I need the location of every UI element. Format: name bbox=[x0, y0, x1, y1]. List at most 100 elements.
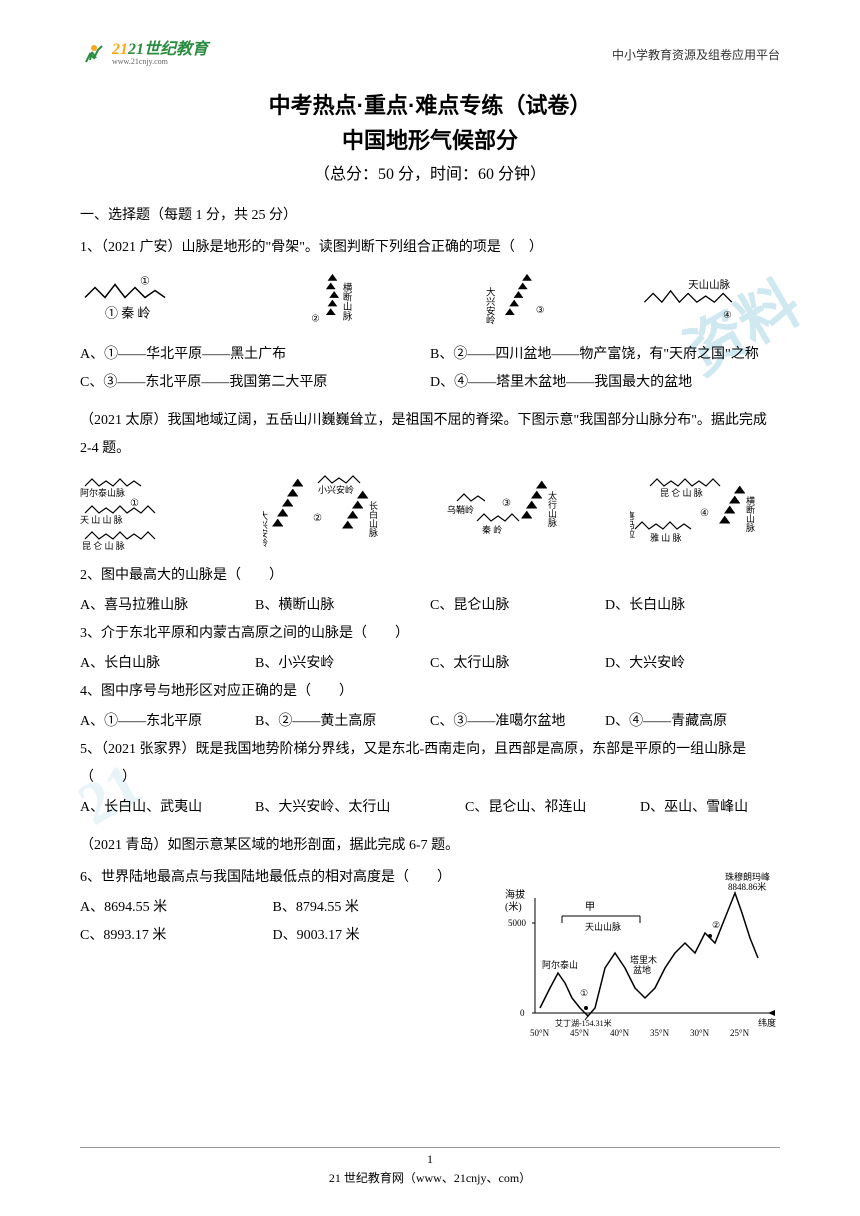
title-block: 中考热点·重点·难点专练（试卷） 中国地形气候部分 （总分：50 分，时间：60… bbox=[80, 88, 780, 188]
q3-opt-d: D、大兴安岭 bbox=[605, 650, 780, 678]
svg-text:①: ① bbox=[580, 988, 588, 998]
svg-text:喜马拉: 喜马拉 bbox=[630, 510, 635, 539]
q2-opt-c: C、昆仑山脉 bbox=[430, 592, 605, 620]
section-1-header: 一、选择题（每题 1 分，共 25 分） bbox=[80, 204, 780, 224]
score-time: （总分：50 分，时间：60 分钟） bbox=[80, 162, 780, 188]
svg-text:横断山脉: 横断山脉 bbox=[340, 282, 352, 320]
ctx2-fig-4: 昆 仑 山 脉 ④ 喜马拉 雅 山 脉 横断山脉 bbox=[630, 471, 780, 554]
footer-site: 21 世纪教育网（www、21cnjy、com） bbox=[0, 1169, 860, 1186]
logo-url: www.21cnjy.com bbox=[112, 58, 208, 66]
svg-text:50°N: 50°N bbox=[530, 1028, 550, 1038]
logo-text: 2121世纪教育 bbox=[112, 42, 208, 58]
svg-text:秦 岭: 秦 岭 bbox=[482, 524, 502, 535]
elevation-chart: 珠穆朗玛峰 8848.86米 海拔 (米) 5000 0 甲 天山山脉 阿尔泰山… bbox=[500, 868, 780, 1043]
svg-text:25°N: 25°N bbox=[730, 1028, 750, 1038]
context-6-7: （2021 青岛）如图示意某区域的地形剖面，据此完成 6-7 题。 bbox=[80, 832, 780, 860]
svg-text:横断山脉: 横断山脉 bbox=[745, 495, 755, 532]
question-4-stem: 4、图中序号与地形区对应正确的是（ ） bbox=[80, 678, 780, 706]
svg-text:大兴安岭: 大兴安岭 bbox=[263, 510, 268, 548]
q4-opt-b: B、②——黄土高原 bbox=[255, 708, 430, 736]
svg-text:海拔: 海拔 bbox=[505, 888, 525, 901]
svg-text:阿尔泰山脉: 阿尔泰山脉 bbox=[80, 487, 125, 498]
page-header: 2121世纪教育 www.21cnjy.com 中小学教育资源及组卷应用平台 bbox=[80, 40, 780, 68]
question-5-stem: 5、（2021 张家界）既是我国地势阶梯分界线，又是东北-西南走向，且西部是高原… bbox=[80, 736, 780, 792]
svg-text:天 山 山 脉: 天 山 山 脉 bbox=[80, 514, 123, 525]
q6-opt-b: B、8794.55 米 bbox=[273, 894, 466, 922]
svg-text:8848.86米: 8848.86米 bbox=[728, 881, 766, 892]
q2-opt-d: D、长白山脉 bbox=[605, 592, 780, 620]
question-2-stem: 2、图中最高大的山脉是（ ） bbox=[80, 562, 780, 590]
svg-text:②: ② bbox=[712, 920, 720, 930]
svg-text:35°N: 35°N bbox=[650, 1028, 670, 1038]
logo-runner-icon bbox=[80, 40, 108, 68]
svg-text:②: ② bbox=[313, 513, 322, 524]
svg-text:45°N: 45°N bbox=[570, 1028, 590, 1038]
svg-text:(米): (米) bbox=[505, 900, 522, 913]
q5-options: A、长白山、武夷山 B、大兴安岭、太行山 C、昆仑山、祁连山 D、巫山、雪峰山 bbox=[80, 794, 780, 822]
q1-fig-3: 大兴安岭 ③ bbox=[453, 270, 593, 333]
svg-text:④: ④ bbox=[700, 508, 709, 519]
exam-subtitle: 中国地形气候部分 bbox=[80, 123, 780, 158]
q2-opt-b: B、横断山脉 bbox=[255, 592, 430, 620]
svg-text:阿尔泰山: 阿尔泰山 bbox=[542, 959, 578, 970]
header-right-label: 中小学教育资源及组卷应用平台 bbox=[612, 46, 780, 63]
svg-text:① 秦 岭: ① 秦 岭 bbox=[105, 305, 151, 320]
q1-fig-1: ① ① 秦 岭 bbox=[80, 270, 220, 333]
exam-title: 中考热点·重点·难点专练（试卷） bbox=[80, 88, 780, 123]
svg-text:5000: 5000 bbox=[508, 918, 527, 928]
q3-opt-b: B、小兴安岭 bbox=[255, 650, 430, 678]
q3-options: A、长白山脉 B、小兴安岭 C、太行山脉 D、大兴安岭 bbox=[80, 650, 780, 678]
ctx2-fig-2: 大兴安岭 小兴安岭 ② 长白山脉 bbox=[263, 471, 413, 554]
q1-opt-c: C、③——东北平原——我国第二大平原 bbox=[80, 369, 430, 397]
q6-opt-c: C、8993.17 米 bbox=[80, 922, 273, 950]
svg-text:②: ② bbox=[311, 314, 319, 324]
q5-opt-a: A、长白山、武夷山 bbox=[80, 794, 255, 822]
question-1-stem: 1、（2021 广安）山脉是地形的"骨架"。读图判断下列组合正确的项是（ ） bbox=[80, 234, 780, 262]
svg-text:纬度: 纬度 bbox=[758, 1017, 776, 1028]
svg-text:长白山脉: 长白山脉 bbox=[368, 500, 378, 537]
question-3-stem: 3、介于东北平原和内蒙古高原之间的山脉是（ ） bbox=[80, 620, 780, 648]
svg-text:珠穆朗玛峰: 珠穆朗玛峰 bbox=[725, 871, 770, 882]
q1-opt-d: D、④——塔里木盆地——我国最大的盆地 bbox=[430, 369, 780, 397]
svg-text:③: ③ bbox=[536, 306, 544, 316]
svg-text:昆 仑 山 脉: 昆 仑 山 脉 bbox=[660, 487, 703, 498]
svg-text:乌鞘岭: 乌鞘岭 bbox=[447, 504, 474, 515]
svg-text:艾丁湖-154.31米: 艾丁湖-154.31米 bbox=[555, 1018, 612, 1028]
q4-opt-a: A、①——东北平原 bbox=[80, 708, 255, 736]
q6-opt-a: A、8694.55 米 bbox=[80, 894, 273, 922]
q5-opt-b: B、大兴安岭、太行山 bbox=[255, 794, 465, 822]
ctx2-fig-3: 乌鞘岭 秦 岭 ③ 太行山脉 bbox=[447, 471, 597, 554]
svg-text:④: ④ bbox=[723, 310, 732, 321]
q4-opt-d: D、④——青藏高原 bbox=[605, 708, 780, 736]
q5-opt-c: C、昆仑山、祁连山 bbox=[465, 794, 640, 822]
svg-text:天山山脉: 天山山脉 bbox=[688, 278, 730, 291]
q4-opt-c: C、③——准噶尔盆地 bbox=[430, 708, 605, 736]
q5-opt-d: D、巫山、雪峰山 bbox=[640, 794, 780, 822]
q1-options: A、①——华北平原——黑土广布 B、②——四川盆地——物产富饶，有"天府之国"之… bbox=[80, 341, 780, 397]
svg-text:昆 仑 山 脉: 昆 仑 山 脉 bbox=[82, 540, 125, 551]
q1-fig-2: ② 横断山脉 bbox=[267, 270, 407, 333]
svg-text:太行山脉: 太行山脉 bbox=[547, 490, 557, 527]
q3-opt-c: C、太行山脉 bbox=[430, 650, 605, 678]
svg-text:大兴安岭: 大兴安岭 bbox=[484, 286, 496, 325]
q4-options: A、①——东北平原 B、②——黄土高原 C、③——准噶尔盆地 D、④——青藏高原 bbox=[80, 708, 780, 736]
svg-text:小兴安岭: 小兴安岭 bbox=[318, 484, 354, 495]
q6-opt-d: D、9003.17 米 bbox=[273, 922, 466, 950]
q1-figures: ① ① 秦 岭 ② 横断山脉 大兴安岭 ③ 天山山脉 ④ bbox=[80, 270, 780, 333]
svg-text:③: ③ bbox=[502, 498, 511, 509]
svg-text:40°N: 40°N bbox=[610, 1028, 630, 1038]
q2-opt-a: A、喜马拉雅山脉 bbox=[80, 592, 255, 620]
q3-opt-a: A、长白山脉 bbox=[80, 650, 255, 678]
q1-fig-4: 天山山脉 ④ bbox=[640, 270, 780, 333]
q1-opt-b: B、②——四川盆地——物产富饶，有"天府之国"之称 bbox=[430, 341, 780, 369]
ctx2-fig-1: 阿尔泰山脉 天 山 山 脉 ① 昆 仑 山 脉 bbox=[80, 471, 230, 554]
context2-figures: 阿尔泰山脉 天 山 山 脉 ① 昆 仑 山 脉 大兴安岭 小兴安岭 ② 长白山脉… bbox=[80, 471, 780, 554]
page-footer: 1 21 世纪教育网（www、21cnjy、com） bbox=[0, 1147, 860, 1186]
svg-text:塔里木: 塔里木 bbox=[630, 954, 657, 965]
svg-text:①: ① bbox=[130, 498, 139, 509]
svg-text:0: 0 bbox=[520, 1008, 525, 1018]
svg-text:雅 山 脉: 雅 山 脉 bbox=[650, 532, 682, 543]
q2-options: A、喜马拉雅山脉 B、横断山脉 C、昆仑山脉 D、长白山脉 bbox=[80, 592, 780, 620]
context-2-4: （2021 太原）我国地域辽阔，五岳山川巍巍耸立，是祖国不屈的脊梁。下图示意"我… bbox=[80, 407, 780, 463]
svg-text:盆地: 盆地 bbox=[633, 964, 651, 975]
